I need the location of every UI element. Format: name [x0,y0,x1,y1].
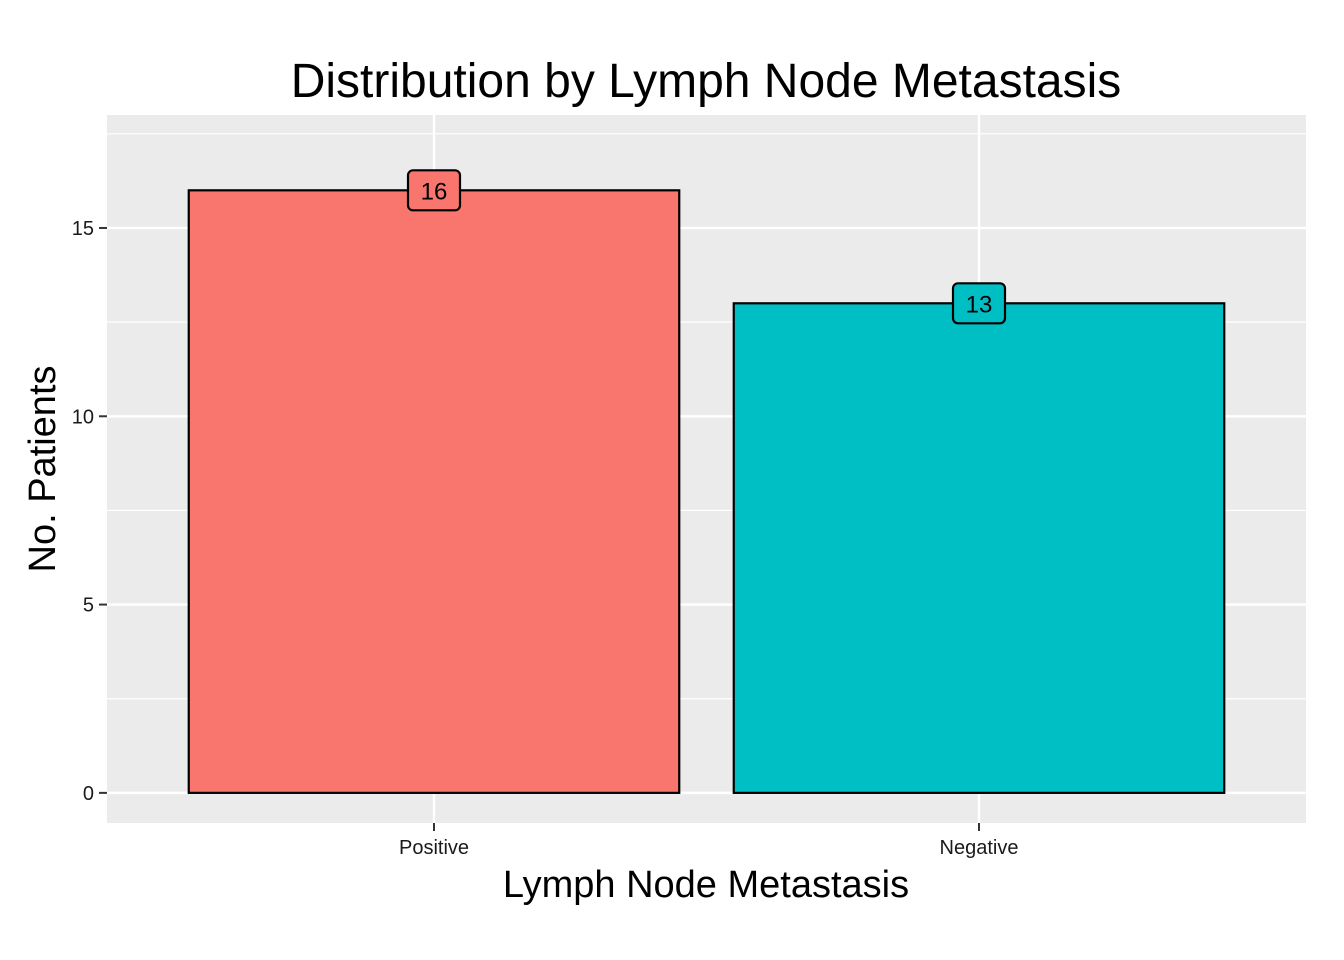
chart-title: Distribution by Lymph Node Metastasis [291,55,1122,108]
x-axis: Positive Negative [399,823,1018,859]
x-tick-label: Positive [399,837,469,859]
x-axis-title: Lymph Node Metastasis [503,864,909,906]
y-axis: 0 5 10 15 [72,218,107,805]
x-tick-label: Negative [940,837,1019,859]
bar-positive [187,189,681,794]
data-label: 16 [421,178,448,205]
y-tick-label: 5 [83,595,94,617]
data-label-box [406,169,462,212]
bar-negative [732,302,1226,794]
y-tick-label: 0 [83,783,94,805]
bars [187,189,1226,794]
data-label-box [951,282,1007,325]
y-tick-label: 15 [72,218,94,240]
y-tick-label: 10 [72,406,94,428]
y-axis-title: No. Patients [22,366,64,573]
data-label: 13 [966,291,993,318]
